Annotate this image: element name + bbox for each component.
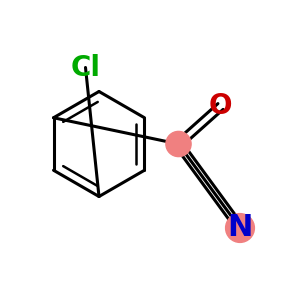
Circle shape — [226, 214, 254, 242]
Circle shape — [166, 131, 191, 157]
Text: Cl: Cl — [70, 53, 101, 82]
Text: N: N — [227, 214, 253, 242]
Text: O: O — [209, 92, 232, 121]
